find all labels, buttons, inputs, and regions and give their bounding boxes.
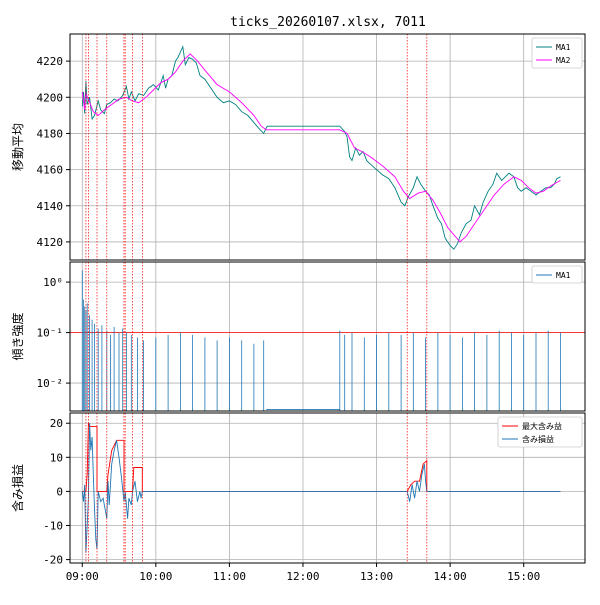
legend: MA1 xyxy=(531,265,583,284)
y-tick-label: 4200 xyxy=(37,91,64,104)
y-tick-label: 20 xyxy=(50,417,63,430)
x-tick-label: 12:00 xyxy=(286,570,319,583)
x-tick-label: 15:00 xyxy=(507,570,540,583)
legend-label: MA1 xyxy=(556,43,571,52)
y-tick-label: 4160 xyxy=(37,164,64,177)
legend-label: MA2 xyxy=(556,56,571,65)
y-axis-label: 含み損益 xyxy=(10,464,25,512)
x-tick-label: 09:00 xyxy=(66,570,99,583)
chart-title: ticks_20260107.xlsx, 7011 xyxy=(230,15,426,30)
x-tick-label: 14:00 xyxy=(434,570,467,583)
plot-area xyxy=(81,423,561,553)
y-axis-label: 移動平均 xyxy=(11,123,25,171)
y-axis-label: 傾き強度 xyxy=(10,312,25,360)
x-tick-label: 11:00 xyxy=(213,570,246,583)
legend-label: MA1 xyxy=(556,271,571,280)
y-tick-label: 10 xyxy=(50,451,63,464)
legend-box xyxy=(531,265,583,284)
x-tick-label: 13:00 xyxy=(360,570,393,583)
panel-frame xyxy=(69,261,586,412)
y-tick-label: 0 xyxy=(56,485,63,498)
x-tick-label: 10:00 xyxy=(139,570,172,583)
plot-area xyxy=(81,270,561,411)
y-tick-label: 10⁻¹ xyxy=(37,327,64,340)
panel-frame xyxy=(69,412,586,564)
series-line-2 xyxy=(81,423,561,553)
legend-label: 含み損益 xyxy=(522,434,554,444)
legend-box xyxy=(497,416,583,448)
y-tick-label: 4120 xyxy=(37,236,64,249)
y-tick-label: -20 xyxy=(43,554,63,567)
y-tick-label: 4140 xyxy=(37,200,64,213)
y-tick-label: 4180 xyxy=(37,127,64,140)
plot-area xyxy=(81,45,561,250)
series-line-2 xyxy=(81,53,561,243)
series-line-1 xyxy=(81,45,561,250)
panel-slope: 10⁻² 10⁻¹ 10⁰ 傾き強度 MA1 xyxy=(10,261,586,412)
legend-label: 最大含み益 xyxy=(522,421,562,431)
y-tick-label: 4220 xyxy=(37,55,64,68)
y-tick-label: 10⁻² xyxy=(37,377,64,390)
y-tick-label: -10 xyxy=(43,520,63,533)
y-tick-label: 10⁰ xyxy=(43,276,63,289)
panel-frame xyxy=(69,33,586,261)
chart-panels: 412041404160418042004220移動平均MA1MA210⁻²10… xyxy=(10,33,586,583)
